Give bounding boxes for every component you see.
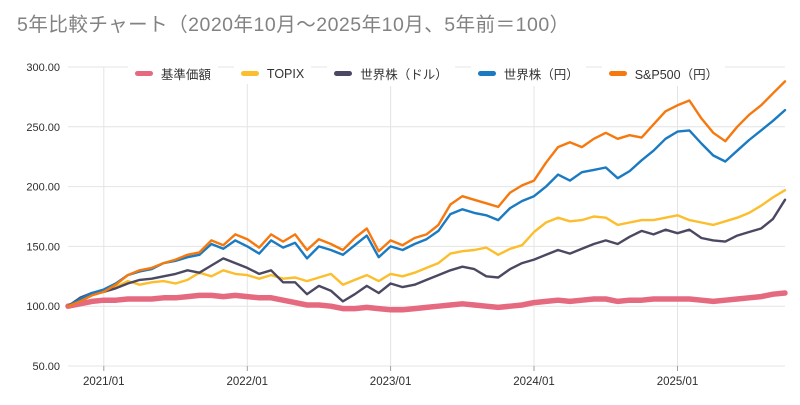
x-axis-label: 2023/01 <box>370 376 412 388</box>
legend-item-world-stocks-usd[interactable]: 世界株（ドル） <box>327 61 455 86</box>
chart-title: 5年比較チャート（2020年10月～2025年10月、5年前＝100） <box>17 14 570 36</box>
legend-swatch-world-stocks-jpy <box>477 71 496 76</box>
legend-item-world-stocks-jpy[interactable]: 世界株（円） <box>470 61 586 86</box>
legend-label-sp500-jpy: S&P500（円） <box>634 68 719 82</box>
legend-label-topix: TOPIX <box>266 66 305 81</box>
chart-legend: 基準価額 TOPIX 世界株（ドル） 世界株（円） S&P500（円） <box>68 61 785 86</box>
legend-label-world-stocks-jpy: 世界株（円） <box>503 68 579 82</box>
legend-label-fund-nav: 基準価額 <box>160 68 211 82</box>
x-axis-label: 2022/01 <box>227 376 269 388</box>
legend-item-fund-nav[interactable]: 基準価額 <box>127 61 218 86</box>
y-axis-label: 300.00 <box>26 62 60 74</box>
legend-swatch-sp500-jpy <box>608 71 627 76</box>
legend-item-sp500-jpy[interactable]: S&P500（円） <box>601 61 726 86</box>
x-axis-label: 2024/01 <box>513 376 555 388</box>
y-axis-label: 50.00 <box>32 361 60 373</box>
legend-item-topix[interactable]: TOPIX <box>233 63 312 84</box>
y-axis-label: 100.00 <box>26 301 60 313</box>
series-line-fund-nav <box>65 290 788 313</box>
y-axis-label: 250.00 <box>26 122 60 134</box>
x-axis-label: 2021/01 <box>83 376 125 388</box>
legend-label-world-stocks-usd: 世界株（ドル） <box>360 68 448 82</box>
y-axis-label: 150.00 <box>26 241 60 253</box>
series-line-world-stocks-usd <box>66 198 787 308</box>
x-axis-label: 2025/01 <box>657 376 699 388</box>
legend-swatch-fund-nav <box>134 71 153 76</box>
y-axis-label: 200.00 <box>26 182 60 194</box>
legend-swatch-world-stocks-usd <box>334 71 353 76</box>
series-line-topix <box>66 188 787 308</box>
series-line-sp500-jpy <box>66 80 787 308</box>
legend-swatch-topix <box>240 71 259 76</box>
series-line-world-stocks-jpy <box>66 108 787 308</box>
